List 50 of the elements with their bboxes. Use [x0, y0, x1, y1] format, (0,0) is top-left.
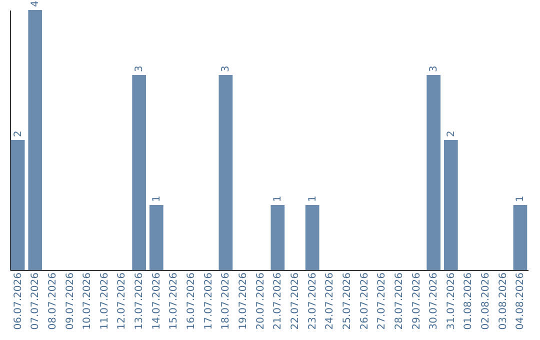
x-tick-label: 18.07.2026 [220, 272, 232, 330]
x-tick-label: 17.07.2026 [203, 272, 214, 330]
x-tick-label: 01.08.2026 [463, 272, 474, 330]
x-tick-label: 14.07.2026 [151, 272, 162, 330]
bar [270, 205, 285, 270]
x-tick-label: 30.07.2026 [428, 272, 440, 330]
x-tick-label: 03.08.2026 [498, 272, 509, 330]
data-label: 2 [446, 130, 457, 137]
x-tick-label: 10.07.2026 [82, 272, 94, 330]
data-label: 1 [515, 196, 526, 202]
bar [444, 140, 458, 270]
x-tick-label: 27.07.2026 [376, 272, 388, 330]
bar [132, 75, 146, 270]
x-tick-label: 25.07.2026 [342, 272, 353, 330]
x-tick-label: 22.07.2026 [290, 272, 301, 330]
data-label: 1 [272, 196, 284, 202]
bar [513, 205, 528, 270]
x-tick-label: 11.07.2026 [99, 272, 110, 330]
x-tick-label: 24.07.2026 [324, 272, 336, 330]
data-label: 4 [30, 0, 42, 7]
x-tick-label: 09.07.2026 [64, 272, 76, 330]
x-tick-label: 13.07.2026 [134, 272, 146, 330]
bar [149, 205, 164, 270]
x-tick-label: 06.07.2026 [12, 272, 24, 330]
bar [28, 10, 42, 270]
data-label: 3 [134, 66, 146, 72]
x-tick-label: 02.08.2026 [480, 272, 492, 330]
x-tick-label: 15.07.2026 [168, 272, 180, 330]
data-label: 1 [151, 196, 162, 202]
x-tick-label: 21.07.2026 [272, 272, 284, 330]
x-tick-label: 12.07.2026 [116, 272, 128, 330]
x-tick-label: 19.07.2026 [238, 272, 250, 330]
bar [218, 75, 233, 270]
data-label: 3 [428, 66, 440, 72]
bar [10, 140, 25, 270]
x-tick-label: 16.07.2026 [186, 272, 198, 330]
x-tick-label: 31.07.2026 [446, 272, 457, 330]
x-tick-label: 29.07.2026 [411, 272, 422, 330]
x-tick-label: 04.08.2026 [515, 272, 526, 330]
data-label: 1 [307, 196, 318, 202]
x-tick-label: 23.07.2026 [307, 272, 318, 330]
x-tick-label: 07.07.2026 [30, 272, 42, 330]
x-tick-label: 28.07.2026 [394, 272, 405, 330]
data-label: 2 [12, 130, 24, 137]
bar [426, 75, 441, 270]
x-tick-label: 26.07.2026 [359, 272, 370, 330]
bar [305, 205, 320, 270]
data-label: 3 [220, 66, 232, 72]
x-tick-label: 08.07.2026 [47, 272, 58, 330]
x-tick-label: 20.07.2026 [255, 272, 266, 330]
